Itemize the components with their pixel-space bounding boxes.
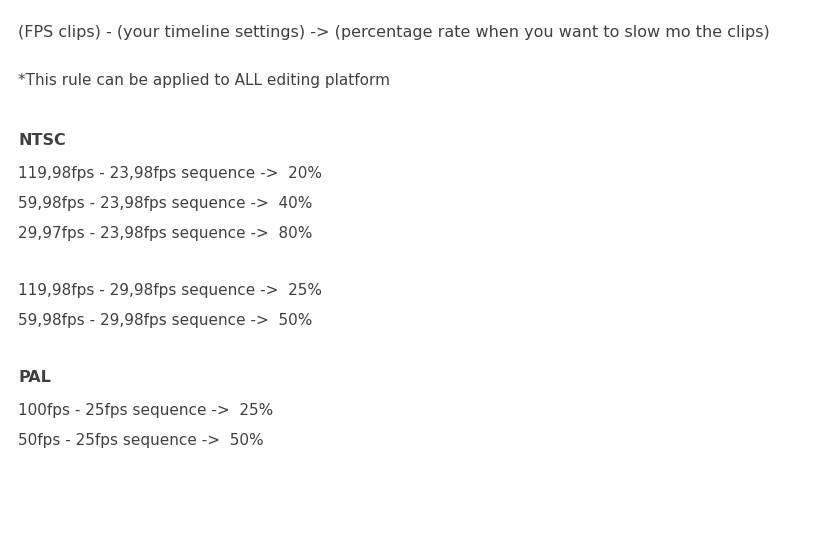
Text: (FPS clips) - (your timeline settings) -> (percentage rate when you want to slow: (FPS clips) - (your timeline settings) -… [18, 25, 769, 40]
Text: 59,98fps - 23,98fps sequence ->  40%: 59,98fps - 23,98fps sequence -> 40% [18, 196, 312, 211]
Text: 29,97fps - 23,98fps sequence ->  80%: 29,97fps - 23,98fps sequence -> 80% [18, 226, 312, 241]
Text: PAL: PAL [18, 370, 51, 385]
Text: NTSC: NTSC [18, 133, 65, 148]
Text: 100fps - 25fps sequence ->  25%: 100fps - 25fps sequence -> 25% [18, 403, 274, 418]
Text: 119,98fps - 29,98fps sequence ->  25%: 119,98fps - 29,98fps sequence -> 25% [18, 283, 322, 298]
Text: 119,98fps - 23,98fps sequence ->  20%: 119,98fps - 23,98fps sequence -> 20% [18, 166, 322, 181]
Text: 59,98fps - 29,98fps sequence ->  50%: 59,98fps - 29,98fps sequence -> 50% [18, 313, 312, 328]
Text: 50fps - 25fps sequence ->  50%: 50fps - 25fps sequence -> 50% [18, 433, 263, 448]
Text: *This rule can be applied to ALL editing platform: *This rule can be applied to ALL editing… [18, 73, 390, 88]
